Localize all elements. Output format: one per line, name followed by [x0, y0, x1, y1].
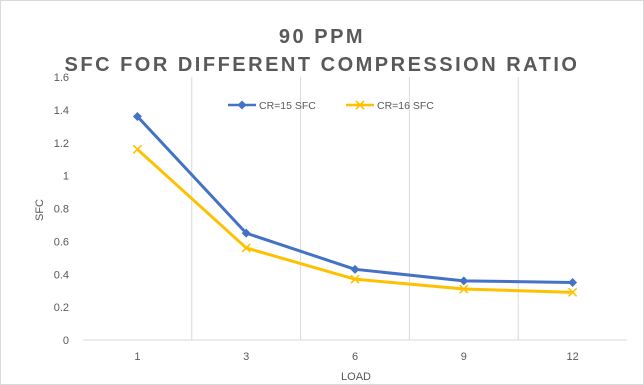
y-axis-label: SFC: [34, 199, 46, 221]
y-tick-label: 1.6: [54, 72, 69, 84]
y-tick-label: 1.2: [54, 138, 69, 150]
y-tick-label: 0: [63, 335, 69, 347]
data-point: [459, 284, 469, 294]
x-tick-label: 12: [566, 351, 578, 363]
legend-entry: CR=16 SFC: [346, 100, 434, 112]
x-tick-label: 3: [243, 351, 249, 363]
legend-label: CR=16 SFC: [377, 100, 434, 112]
data-point: [237, 100, 247, 110]
y-tick-label: 1.4: [54, 105, 69, 117]
x-tick-label: 1: [134, 351, 140, 363]
data-point: [568, 287, 578, 297]
data-point: [459, 276, 469, 286]
chart-subtitle: SFC FOR DIFFERENT COMPRESSION RATIO: [64, 54, 580, 76]
data-point: [568, 277, 578, 287]
y-tick-label: 0.2: [54, 302, 69, 314]
data-point: [241, 228, 251, 238]
data-point: [241, 243, 251, 253]
legend-entry: CR=15 SFC: [228, 100, 316, 112]
legend-label: CR=15 SFC: [259, 100, 316, 112]
y-tick-label: 0.6: [54, 236, 69, 248]
data-point: [350, 264, 360, 274]
chart-title: 90 PPM: [278, 26, 366, 48]
data-point: [350, 274, 360, 284]
data-point: [132, 144, 142, 154]
series-line: [136, 115, 573, 284]
x-tick-label: 9: [461, 351, 467, 363]
y-tick-label: 1: [63, 171, 69, 183]
data-point: [355, 100, 365, 110]
data-point: [132, 111, 142, 121]
y-tick-label: 0.8: [54, 204, 69, 216]
y-tick-label: 0.4: [54, 269, 69, 281]
x-axis-label: LOAD: [341, 371, 371, 383]
x-tick-label: 6: [352, 351, 358, 363]
